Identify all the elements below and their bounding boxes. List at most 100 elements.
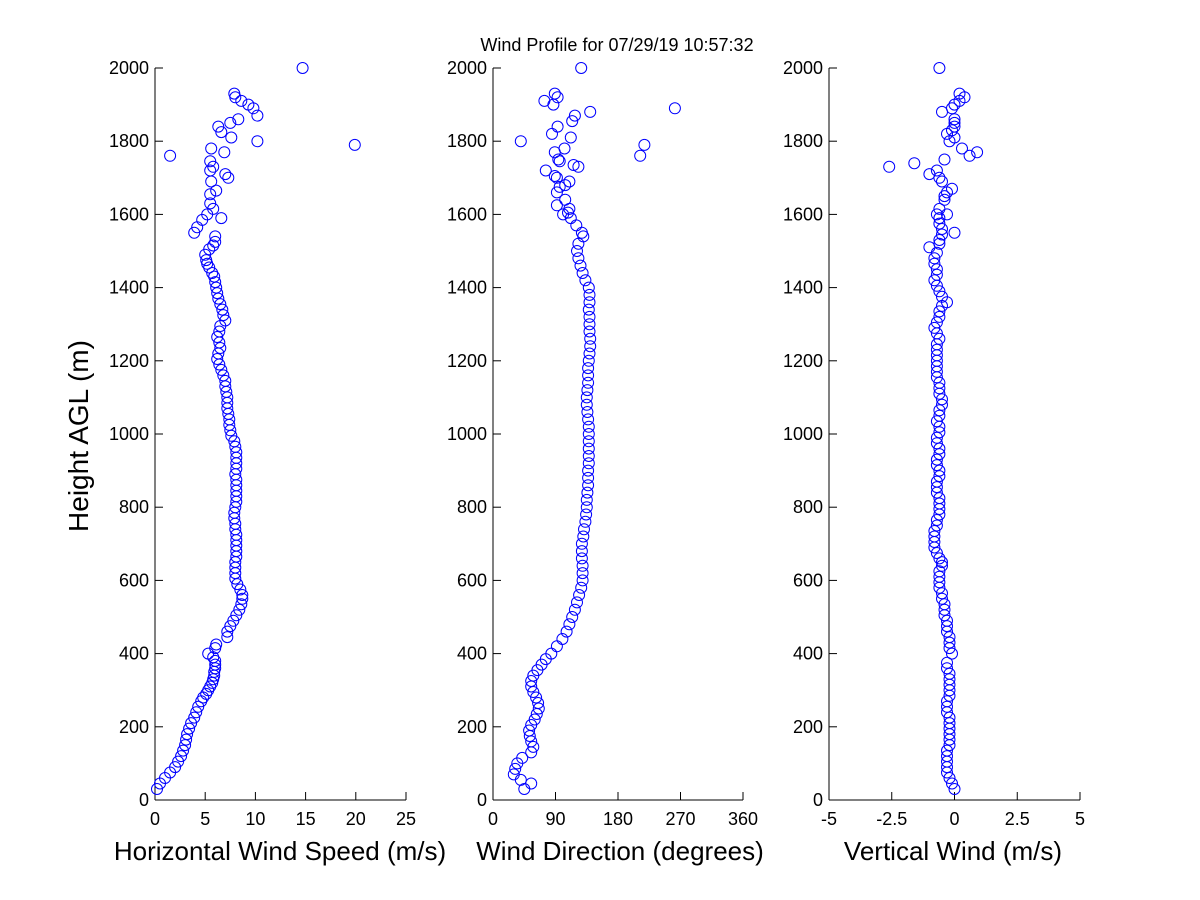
direction-data-point (583, 288, 596, 301)
direction-data-point (575, 537, 588, 550)
direction-data-point (573, 589, 586, 601)
vertical-data-point (941, 662, 953, 675)
vertical-ytick-label: 400 (793, 644, 823, 664)
direction-data-point (514, 773, 527, 786)
vertical-data-point (923, 241, 936, 254)
vertical-data-point (933, 552, 946, 565)
direction-data-point (568, 603, 581, 616)
speed-ytick-label: 1000 (109, 424, 149, 444)
vertical-data-point (938, 193, 951, 206)
direction-data-point (525, 777, 538, 790)
vertical-data-point (928, 274, 941, 287)
direction-data-point (548, 87, 561, 100)
vertical-data-point (946, 777, 958, 790)
speed-xtick-label: 0 (150, 809, 160, 829)
speed-xtick-label: 10 (245, 809, 265, 829)
speed-data-point (221, 631, 234, 644)
vertical-data-point (923, 168, 936, 181)
vertical-data-point (941, 700, 953, 713)
speed-data-point (188, 711, 201, 724)
vertical-data-point (948, 783, 961, 795)
height-axis-label: Height AGL (m) (63, 340, 94, 532)
direction-data-point (582, 413, 595, 426)
vertical-data-point (936, 175, 948, 188)
speed-data-point (151, 783, 163, 795)
vertical-data-point (933, 426, 946, 439)
vertical-data-point (930, 316, 943, 329)
speed-data-point (177, 744, 190, 757)
direction-data-point (551, 91, 564, 104)
speed-data-point (227, 614, 240, 627)
vertical-data-point (933, 409, 946, 422)
wind-direction-panel: 0 200 400 600 800 1000 1200 1400 1600 1800 2000 0 90… (447, 58, 758, 829)
direction-data-point (550, 186, 563, 199)
vertical-data-point (943, 636, 956, 649)
direction-data-point (576, 267, 589, 279)
speed-ytick-label: 800 (119, 497, 149, 517)
speed-data-point (229, 91, 242, 104)
speed-data-point (209, 276, 222, 289)
vertical-data-point (933, 382, 946, 395)
speed-data-point (209, 230, 222, 243)
speed-data-point (200, 254, 213, 267)
speed-data-point (228, 87, 241, 100)
speed-xtick-label: 25 (396, 809, 416, 829)
direction-data-point (583, 296, 596, 309)
speed-data-point (219, 374, 232, 387)
vertical-data-point (936, 587, 948, 600)
direction-data-point (583, 325, 596, 338)
wind-direction-xlabel: Wind Direction (degrees) (476, 836, 764, 866)
vertical-data-point (943, 631, 956, 644)
direction-ytick-label: 0 (477, 790, 487, 810)
direction-data-point (571, 245, 583, 257)
direction-data-point (580, 508, 593, 521)
speed-data-point (185, 717, 198, 730)
vertical-xtick-label: 2.5 (1005, 809, 1030, 829)
speed-data-point (215, 212, 228, 225)
direction-data-point (576, 567, 589, 580)
direction-data-point (582, 479, 595, 492)
speed-ytick-label: 1200 (109, 351, 149, 371)
vertical-data-point (946, 182, 958, 195)
speed-data-point (219, 314, 232, 327)
direction-data-point (546, 127, 558, 140)
vertical-data-point (938, 153, 951, 166)
speed-data-point (217, 309, 230, 322)
vertical-wind-xlabel: Vertical Wind (m/s) (844, 836, 1062, 866)
direction-data-point (582, 450, 595, 462)
direction-data-point (638, 138, 651, 151)
vertical-data-point (883, 160, 896, 173)
direction-ytick-label: 400 (457, 644, 487, 664)
vertical-data-point (938, 603, 951, 616)
speed-data-point (175, 750, 188, 763)
speed-data-point (251, 109, 264, 122)
direction-data-point (579, 274, 592, 287)
speed-data-point (213, 325, 226, 338)
speed-xtick-label: 5 (200, 809, 210, 829)
vertical-data-point (933, 237, 946, 250)
vertical-data-point (936, 556, 948, 569)
direction-data-point (568, 109, 581, 122)
direction-data-point (575, 545, 588, 558)
speed-data-point (211, 331, 224, 343)
direction-data-point (576, 574, 589, 587)
vertical-data-point (930, 453, 943, 466)
direction-ytick-label: 200 (457, 717, 487, 737)
direction-data-point (575, 552, 588, 565)
speed-ytick-label: 200 (119, 717, 149, 737)
vertical-data-point (930, 475, 943, 488)
direction-data-point (582, 376, 595, 389)
speed-data-point (236, 592, 249, 605)
vertical-data-point (930, 208, 943, 221)
vertical-data-point (930, 263, 943, 276)
direction-ytick-label: 1200 (447, 351, 487, 371)
vertical-data-point (928, 257, 941, 270)
vertical-data-point (936, 592, 948, 605)
vertical-data-point (933, 565, 946, 578)
direction-data-point (577, 530, 590, 543)
direction-data-point (580, 493, 593, 506)
speed-ytick-label: 1600 (109, 204, 149, 224)
direction-data-point (553, 180, 566, 193)
direction-xtick-label: 270 (665, 809, 695, 829)
